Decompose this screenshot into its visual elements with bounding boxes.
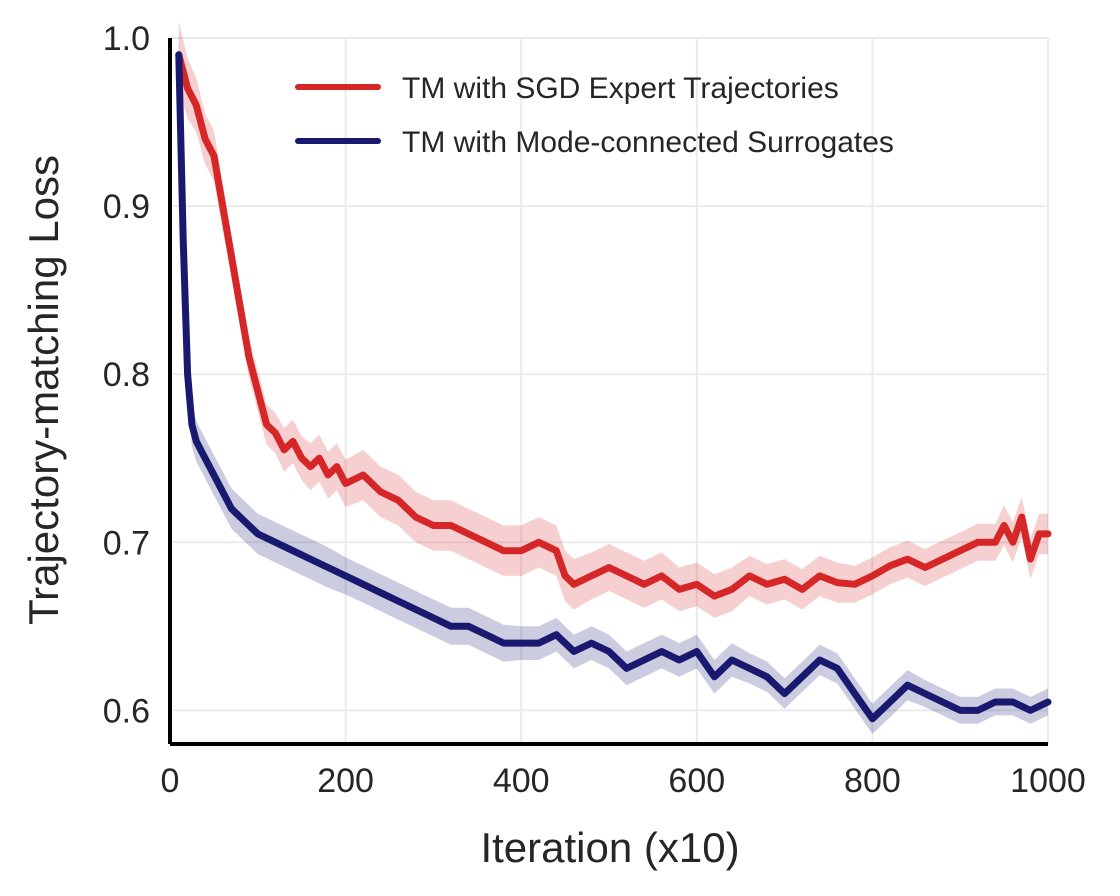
y-tick-label: 0.7 [103, 524, 150, 562]
x-tick-labels: 0 200 400 600 800 1000 [161, 762, 1086, 800]
y-tick-label: 0.6 [103, 692, 150, 730]
x-axis-title: Iteration (x10) [480, 824, 739, 871]
y-tick-labels: 0.6 0.7 0.8 0.9 1.0 [103, 20, 150, 730]
x-tick-label: 1000 [1010, 762, 1086, 800]
x-tick-label: 800 [844, 762, 901, 800]
x-tick-label: 400 [493, 762, 550, 800]
x-tick-label: 0 [161, 762, 180, 800]
line-series-1 [175, 51, 1052, 600]
legend-label-2: TM with Mode-connected Surrogates [402, 126, 894, 159]
y-tick-label: 0.8 [103, 356, 150, 394]
y-tick-label: 1.0 [103, 20, 150, 58]
band-series-1 [178, 21, 1049, 618]
error-bands [178, 21, 1049, 734]
series-lines [175, 51, 1052, 723]
line-series-2 [175, 51, 1052, 723]
legend: TM with SGD Expert Trajectories TM with M… [295, 72, 894, 159]
y-tick-label: 0.9 [103, 188, 150, 226]
grid [169, 37, 1049, 744]
y-axis-title: Trajectory-matching Loss [20, 155, 67, 625]
x-tick-label: 600 [668, 762, 725, 800]
x-tick-label: 200 [317, 762, 374, 800]
legend-label-1: TM with SGD Expert Trajectories [402, 72, 839, 105]
